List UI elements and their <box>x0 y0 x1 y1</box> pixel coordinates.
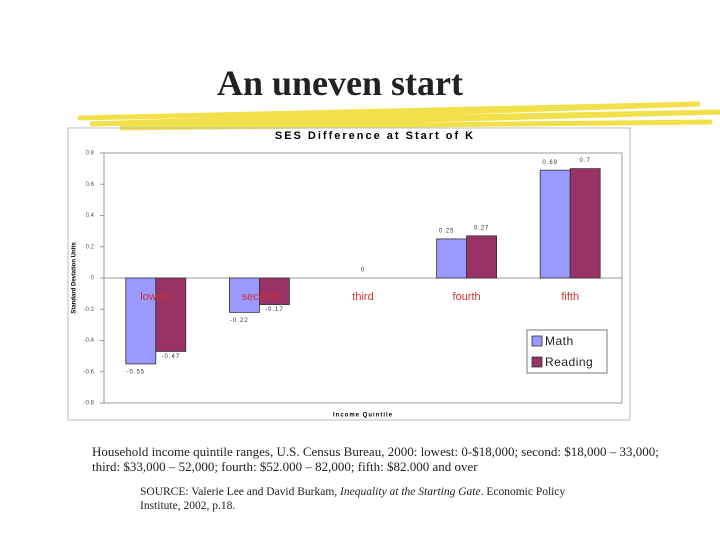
value-label: -0.47 <box>161 354 180 360</box>
brush-stroke <box>77 101 720 131</box>
source-suffix: . Economic Policy Institute, 2002, p.18. <box>140 486 566 512</box>
y-tick-label: -0.8 <box>84 401 95 407</box>
value-label: 0 <box>361 268 365 274</box>
chart-title: SES Difference at Start of K <box>275 130 475 142</box>
footnote: Household income quintile ranges, U.S. C… <box>92 444 659 474</box>
value-label: 0.7 <box>580 158 591 164</box>
value-label: -0.22 <box>230 318 249 324</box>
y-tick-label: 0.8 <box>86 151 95 157</box>
legend-label: Reading <box>545 355 593 369</box>
bar <box>155 277 187 352</box>
value-label: 0.69 <box>542 160 558 166</box>
bar <box>436 238 468 279</box>
category-label: third <box>352 291 373 303</box>
slide-title: An uneven start <box>216 63 463 103</box>
bar <box>569 168 601 279</box>
x-axis-label: Income Quintile <box>333 413 393 419</box>
y-tick-label: 0.6 <box>86 182 95 188</box>
y-tick-label: -0.4 <box>84 338 95 344</box>
y-tick-label: 0.4 <box>86 213 95 219</box>
value-label: -0.17 <box>265 307 284 313</box>
legend-label: Math <box>545 334 574 348</box>
legend-swatch <box>531 356 543 368</box>
chart-frame <box>67 127 631 421</box>
category-label: fifth <box>561 291 579 303</box>
y-tick-label: -0.6 <box>84 369 95 375</box>
bar <box>258 277 290 305</box>
source: SOURCE: Valerie Lee and David Burkam, In… <box>140 485 600 513</box>
category-label: lowest <box>140 291 171 303</box>
legend-swatch <box>531 335 543 347</box>
y-axis-label: Standard Deviation Units <box>72 242 78 314</box>
bar <box>539 169 571 279</box>
y-tick-label: 0.2 <box>86 244 95 250</box>
value-label: -0.55 <box>126 370 145 376</box>
category-label: fourth <box>453 291 481 303</box>
bar <box>125 277 157 365</box>
bar <box>466 235 498 279</box>
category-label: second <box>242 291 277 303</box>
y-tick-label: 0 <box>91 276 95 282</box>
value-label: 0.25 <box>439 229 455 235</box>
source-prefix: SOURCE: Valerie Lee and David Burkam, <box>140 486 338 498</box>
source-title: Inequality at the Starting Gate <box>340 486 481 498</box>
y-tick-label: -0.2 <box>84 307 95 313</box>
value-label: 0.27 <box>474 225 490 231</box>
